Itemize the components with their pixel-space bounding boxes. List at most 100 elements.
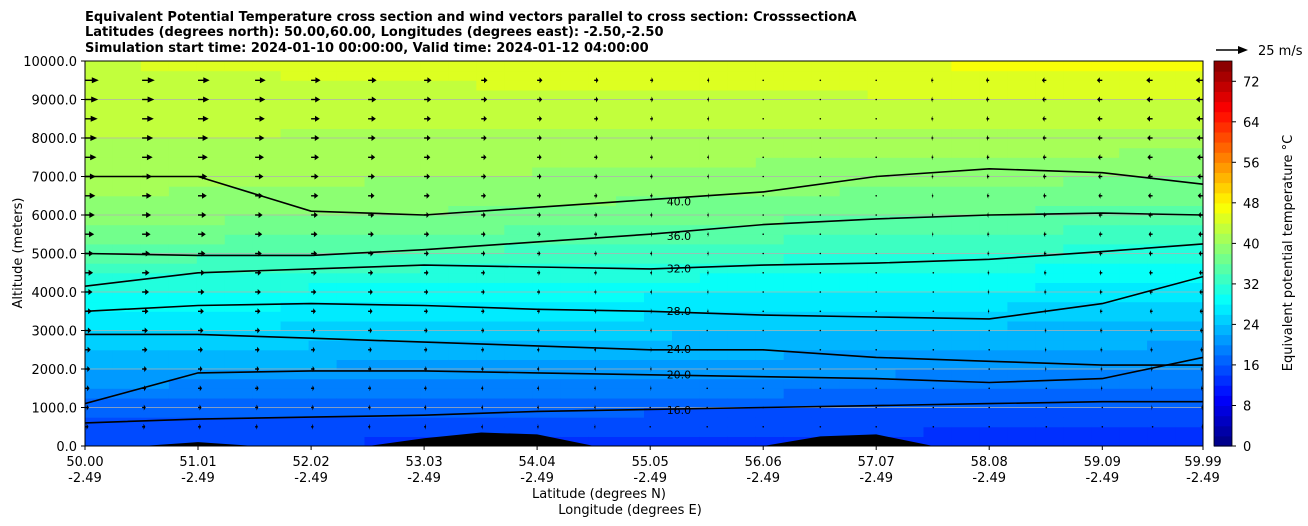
temperature-cell bbox=[364, 215, 393, 226]
temperature-cell bbox=[420, 253, 449, 264]
wind-vector bbox=[142, 135, 154, 141]
temperature-cell bbox=[224, 205, 254, 216]
temperature-cell bbox=[140, 436, 170, 446]
wind-vector bbox=[424, 346, 428, 353]
temperature-cell bbox=[392, 407, 421, 418]
temperature-cell bbox=[783, 147, 813, 158]
temperature-cell bbox=[1007, 70, 1036, 81]
wind-vector bbox=[537, 385, 540, 392]
wind-vector bbox=[1196, 96, 1203, 103]
temperature-cell bbox=[811, 417, 841, 428]
temperature-cell bbox=[532, 397, 561, 409]
temperature-cell bbox=[588, 186, 617, 197]
wind-vector bbox=[368, 173, 375, 180]
temperature-cell bbox=[979, 89, 1008, 101]
wind-vector bbox=[594, 173, 598, 180]
temperature-cell bbox=[252, 397, 282, 409]
temperature-cell bbox=[1035, 388, 1064, 399]
temperature-cell bbox=[979, 436, 1008, 446]
temperature-cell bbox=[560, 417, 589, 428]
wind-vector-head bbox=[425, 346, 428, 353]
wind-vector-head bbox=[1042, 96, 1045, 103]
temperature-cell bbox=[112, 128, 142, 139]
wind-vector-head bbox=[707, 231, 709, 238]
temperature-cell bbox=[224, 311, 254, 322]
wind-vector bbox=[1150, 346, 1153, 353]
temperature-cell bbox=[895, 253, 924, 264]
temperature-cell bbox=[951, 166, 980, 178]
temperature-cell bbox=[895, 301, 924, 312]
temperature-cell bbox=[616, 166, 645, 178]
temperature-cell bbox=[672, 349, 701, 360]
temperature-cell bbox=[85, 166, 114, 178]
wind-vector bbox=[594, 308, 597, 315]
temperature-cell bbox=[923, 388, 952, 399]
temperature-cell bbox=[252, 388, 282, 399]
temperature-cell bbox=[560, 397, 589, 409]
temperature-cell bbox=[1035, 417, 1064, 428]
temperature-cell bbox=[560, 330, 589, 341]
temperature-cell bbox=[951, 330, 980, 341]
wind-vector-head bbox=[89, 212, 95, 218]
temperature-cell bbox=[588, 292, 617, 303]
temperature-cell bbox=[336, 292, 366, 303]
temperature-cell bbox=[1035, 215, 1064, 226]
wind-vector bbox=[931, 135, 934, 141]
temperature-cell bbox=[168, 128, 198, 139]
wind-vector-head bbox=[426, 192, 430, 199]
wind-vector-head bbox=[1148, 212, 1151, 218]
wind-vector-dot bbox=[819, 137, 822, 139]
temperature-cell bbox=[923, 186, 952, 197]
x-tick-label-latitude: 54.04 bbox=[518, 455, 555, 470]
temperature-cell bbox=[560, 61, 589, 72]
temperature-cell bbox=[1147, 205, 1176, 216]
wind-vector bbox=[1148, 250, 1153, 257]
temperature-cell bbox=[644, 417, 673, 428]
temperature-cell bbox=[588, 243, 617, 255]
temperature-cell bbox=[308, 272, 338, 283]
temperature-cell bbox=[672, 292, 701, 303]
wind-vector bbox=[932, 252, 935, 255]
temperature-cell bbox=[476, 320, 505, 332]
temperature-cell bbox=[224, 369, 254, 380]
temperature-cell bbox=[476, 99, 505, 110]
wind-vector-dot bbox=[819, 426, 822, 428]
wind-vector bbox=[85, 135, 98, 141]
temperature-cell bbox=[336, 224, 366, 235]
temperature-cell bbox=[1091, 128, 1120, 139]
wind-vector-dot bbox=[706, 426, 708, 428]
temperature-cell bbox=[895, 234, 924, 245]
wind-vector bbox=[198, 192, 207, 199]
wind-vector-head bbox=[257, 308, 261, 315]
temperature-cell bbox=[85, 128, 114, 139]
temperature-cell bbox=[196, 215, 226, 226]
temperature-cell bbox=[895, 195, 924, 206]
wind-vector bbox=[85, 154, 97, 161]
wind-vector bbox=[537, 192, 542, 199]
temperature-cell bbox=[672, 320, 701, 332]
temperature-cell bbox=[1091, 157, 1120, 168]
temperature-cell bbox=[504, 272, 533, 283]
wind-vector-dot bbox=[932, 272, 935, 274]
temperature-cell bbox=[783, 205, 813, 216]
contour-label: 24.0 bbox=[667, 343, 692, 356]
temperature-cell bbox=[755, 272, 785, 283]
wind-vector-head bbox=[1146, 115, 1150, 122]
temperature-cell bbox=[196, 186, 226, 197]
temperature-cell bbox=[504, 89, 533, 101]
temperature-cell bbox=[951, 378, 980, 389]
temperature-cell bbox=[420, 80, 449, 91]
temperature-cell bbox=[755, 99, 785, 110]
wind-vector-dot bbox=[875, 252, 877, 255]
temperature-cell bbox=[168, 176, 198, 187]
temperature-cell bbox=[616, 205, 645, 216]
temperature-cell bbox=[1063, 128, 1092, 139]
temperature-cell bbox=[895, 417, 924, 428]
temperature-cell bbox=[336, 99, 366, 110]
temperature-cell bbox=[364, 349, 393, 360]
wind-vector bbox=[142, 423, 146, 430]
temperature-cell bbox=[951, 157, 980, 168]
temperature-cell bbox=[504, 253, 533, 264]
wind-vector bbox=[762, 252, 764, 255]
temperature-cell bbox=[532, 311, 561, 322]
